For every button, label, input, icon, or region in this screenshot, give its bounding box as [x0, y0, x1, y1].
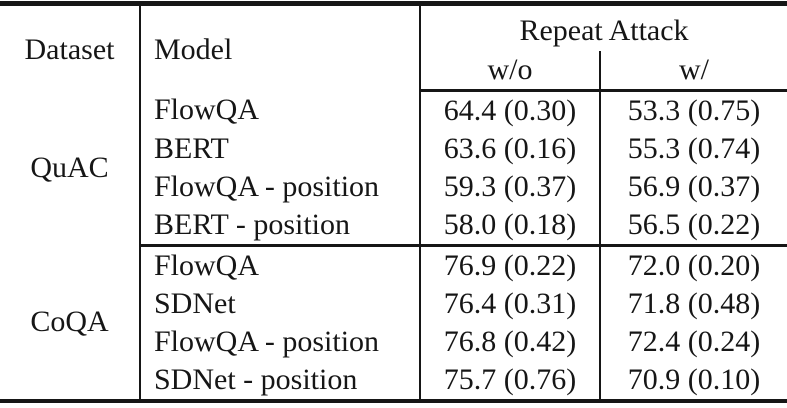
score-cell-without: 63.6 (0.16) — [419, 130, 600, 168]
table-row: BERT 63.6 (0.16) 55.3 (0.74) — [0, 130, 787, 168]
group-coqa: CoQA FlowQA 76.9 (0.22) 72.0 (0.20) SDNe… — [0, 245, 787, 401]
score-cell-with: 56.5 (0.22) — [598, 206, 787, 247]
header-repeat-attack: Repeat Attack — [418, 3, 787, 51]
score-cell-without: 75.7 (0.76) — [419, 361, 600, 401]
header-row-1: Dataset Model Repeat Attack — [0, 3, 787, 91]
table-row: FlowQA - position 59.3 (0.37) 56.9 (0.37… — [0, 168, 787, 206]
table-row: SDNet 76.4 (0.31) 71.8 (0.48) — [0, 285, 787, 323]
score-cell-with: 72.4 (0.24) — [598, 323, 787, 361]
header-without: w/o — [419, 51, 600, 92]
score-cell-without: 58.0 (0.18) — [419, 206, 600, 247]
score-cell-with: 55.3 (0.74) — [598, 130, 787, 168]
model-cell: FlowQA — [139, 245, 420, 285]
model-cell: BERT — [139, 130, 420, 168]
model-cell: SDNet — [139, 285, 420, 323]
table-row: CoQA FlowQA 76.9 (0.22) 72.0 (0.20) — [0, 245, 787, 338]
header-model: Model — [139, 3, 420, 91]
score-cell-with: 70.9 (0.10) — [598, 361, 787, 401]
header-row-2: w/o w/ — [0, 51, 787, 92]
dataset-cell-quac: QuAC — [30, 151, 109, 184]
header-dataset: Dataset — [24, 33, 115, 67]
score-cell-without: 76.9 (0.22) — [419, 245, 600, 285]
score-cell-with: 53.3 (0.75) — [598, 90, 787, 130]
score-cell-with: 71.8 (0.48) — [598, 285, 787, 323]
score-cell-with: 56.9 (0.37) — [598, 168, 787, 206]
model-cell: FlowQA - position — [139, 323, 420, 361]
table-row: FlowQA - position 76.8 (0.42) 72.4 (0.24… — [0, 323, 787, 361]
model-cell: FlowQA - position — [139, 168, 420, 206]
score-cell-without: 59.3 (0.37) — [419, 168, 600, 206]
score-cell-without: 76.4 (0.31) — [419, 285, 600, 323]
model-cell: BERT - position — [139, 206, 420, 247]
model-cell: SDNet - position — [139, 361, 420, 401]
dataset-cell-coqa: CoQA — [30, 305, 109, 339]
score-cell-without: 64.4 (0.30) — [419, 90, 600, 130]
table-row: BERT - position 58.0 (0.18) 56.5 (0.22) — [0, 206, 787, 247]
model-cell: FlowQA — [139, 90, 420, 130]
header-with: w/ — [598, 51, 787, 92]
score-cell-with: 72.0 (0.20) — [598, 245, 787, 285]
score-cell-without: 76.8 (0.42) — [419, 323, 600, 361]
group-quac: QuAC FlowQA 64.4 (0.30) 53.3 (0.75) BERT… — [0, 90, 787, 247]
table-row: QuAC FlowQA 64.4 (0.30) 53.3 (0.75) — [0, 90, 787, 184]
table-row: SDNet - position 75.7 (0.76) 70.9 (0.10) — [0, 361, 787, 401]
